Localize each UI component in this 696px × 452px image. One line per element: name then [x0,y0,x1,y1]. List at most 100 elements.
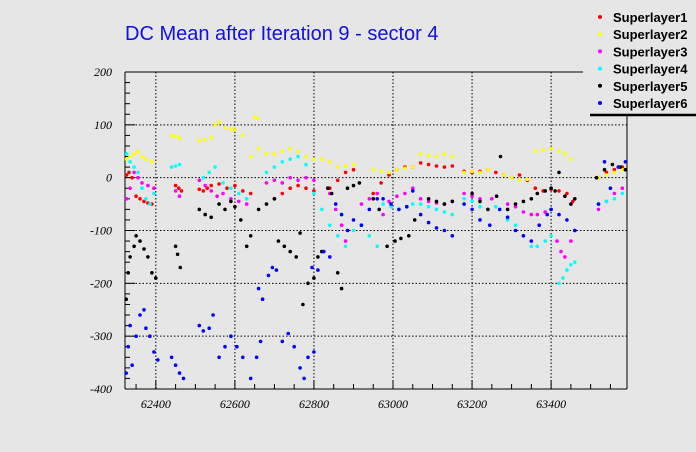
point-superlayer5 [594,175,599,180]
point-superlayer5 [393,239,397,243]
point-superlayer4 [450,212,455,217]
point-superlayer1 [280,191,285,196]
point-superlayer1 [371,191,376,196]
point-superlayer2 [351,162,356,167]
point-superlayer3 [403,191,407,196]
point-superlayer2 [620,167,625,172]
point-superlayer5 [450,199,455,204]
point-superlayer2 [140,154,144,159]
point-superlayer2 [255,116,260,121]
point-superlayer1 [197,187,202,192]
point-superlayer1 [351,167,356,172]
point-superlayer6 [310,265,314,270]
point-superlayer2 [169,133,174,138]
point-superlayer4 [304,162,308,167]
point-superlayer5 [329,191,334,196]
point-superlayer3 [387,199,391,204]
point-superlayer6 [266,273,271,278]
point-superlayer3 [203,183,207,188]
point-superlayer6 [375,197,380,201]
point-superlayer2 [533,149,538,154]
point-superlayer4 [513,223,518,227]
point-superlayer4 [288,157,293,161]
point-superlayer2 [256,146,261,151]
point-superlayer4 [411,202,415,206]
y-tick-label: -300 [90,329,112,343]
point-superlayer5 [498,154,503,159]
point-superlayer3 [470,194,474,198]
legend-marker-icon [598,101,602,105]
point-superlayer6 [148,334,152,339]
point-superlayer1 [209,183,213,188]
point-superlayer5 [326,186,330,190]
point-superlayer4 [569,263,573,267]
point-superlayer1 [233,183,237,188]
point-superlayer6 [270,265,275,270]
point-superlayer1 [343,170,348,175]
point-superlayer3 [596,207,601,212]
point-superlayer4 [201,175,206,180]
point-superlayer6 [144,326,148,331]
point-superlayer6 [470,207,474,212]
chart-title: DC Mean after Iteration 9 - sector 4 [125,23,438,45]
legend-marker-icon [598,49,602,54]
point-superlayer5 [244,244,249,249]
point-superlayer4 [335,234,340,238]
point-superlayer3 [513,204,518,209]
point-superlayer4 [244,197,249,201]
point-superlayer2 [395,167,399,172]
point-superlayer2 [241,133,245,138]
point-superlayer4 [604,199,609,204]
point-superlayer1 [517,173,522,177]
point-superlayer3 [244,202,249,206]
point-superlayer5 [521,199,526,204]
legend-marker-icon [598,15,602,19]
point-superlayer5 [442,202,447,206]
point-superlayer2 [304,154,308,159]
point-superlayer2 [128,154,132,159]
point-superlayer2 [541,148,545,152]
point-superlayer2 [371,167,376,172]
point-superlayer1 [533,186,538,190]
point-superlayer3 [124,197,129,201]
y-tick-label: 100 [94,118,112,132]
point-superlayer5 [426,197,431,201]
point-superlayer2 [144,157,148,161]
point-superlayer5 [351,183,356,188]
point-superlayer6 [602,160,607,164]
point-superlayer4 [144,197,148,201]
point-superlayer5 [134,234,138,238]
point-superlayer4 [207,170,211,175]
point-superlayer2 [197,138,202,143]
point-superlayer3 [359,202,364,206]
point-superlayer2 [280,149,285,154]
point-superlayer2 [517,178,522,183]
point-superlayer5 [223,207,227,212]
point-superlayer6 [488,223,492,227]
point-superlayer4 [426,204,431,209]
point-superlayer6 [557,212,561,217]
point-superlayer3 [462,191,466,196]
point-superlayer1 [225,186,229,190]
point-superlayer3 [620,186,625,190]
point-superlayer3 [569,239,573,243]
point-superlayer6 [138,313,142,317]
legend: Superlayer1 Superlayer2 Superlayer3 Superla… [588,0,696,117]
point-superlayer4 [529,244,534,249]
point-superlayer4 [140,186,144,190]
point-superlayer6 [418,212,423,217]
point-superlayer2 [549,146,553,151]
point-superlayer3 [304,175,308,180]
point-superlayer6 [211,313,215,317]
point-superlayer6 [333,202,338,206]
point-superlayer1 [142,199,146,204]
legend-label: Superlayer2 [613,27,687,42]
point-superlayer6 [260,297,265,302]
point-superlayer6 [286,331,291,336]
x-tick-label: 62600 [220,397,250,411]
point-superlayer6 [596,202,601,206]
point-superlayer6 [442,228,447,233]
point-superlayer5 [272,197,277,201]
point-superlayer3 [132,170,136,175]
point-superlayer2 [418,152,423,156]
